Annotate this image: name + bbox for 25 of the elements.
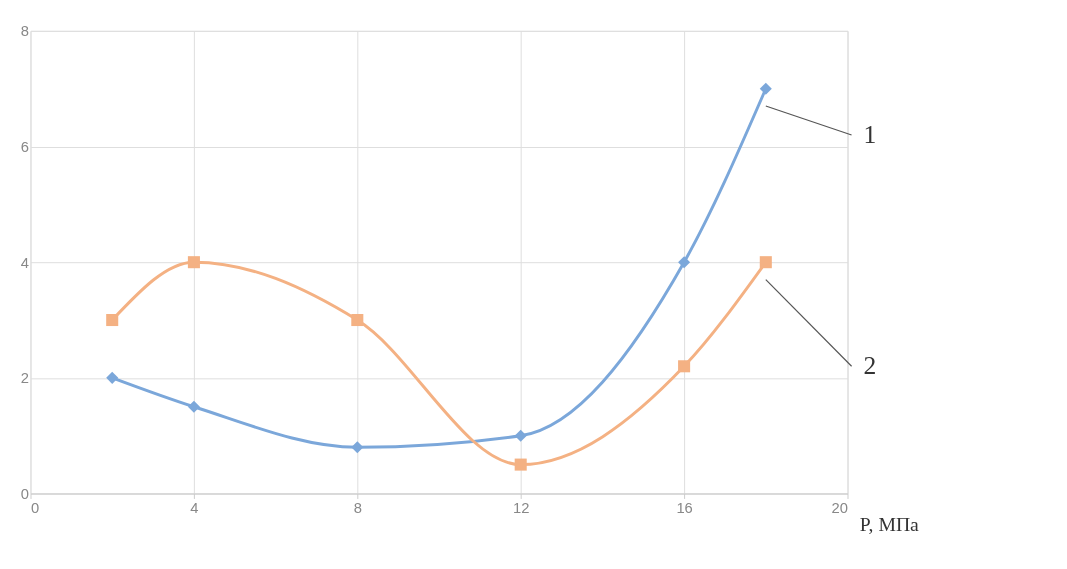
point	[514, 429, 527, 442]
point	[759, 82, 772, 95]
point	[106, 314, 119, 327]
x-tick-label: 4	[190, 499, 199, 516]
x-tick-label: 20	[831, 499, 848, 516]
point	[759, 256, 772, 269]
point	[351, 314, 364, 327]
text: 1	[863, 119, 877, 149]
y-tick-label: 0	[20, 485, 30, 502]
point	[351, 441, 364, 454]
y-tick-label: 4	[20, 254, 30, 271]
point	[187, 256, 200, 269]
x-axis-title: P, МПа	[859, 513, 920, 536]
y-tick-label: 6	[20, 138, 30, 155]
y-tick-label: 8	[20, 23, 30, 40]
y-tick-label: 2	[20, 370, 30, 387]
x-tick-label: 12	[512, 499, 530, 516]
point	[514, 458, 527, 471]
point	[106, 371, 119, 384]
point	[678, 360, 691, 373]
text: 2	[863, 351, 877, 381]
x-tick-label: 8	[353, 499, 362, 516]
point	[678, 256, 691, 269]
x-tick-label: 16	[676, 499, 693, 516]
point	[187, 400, 200, 413]
